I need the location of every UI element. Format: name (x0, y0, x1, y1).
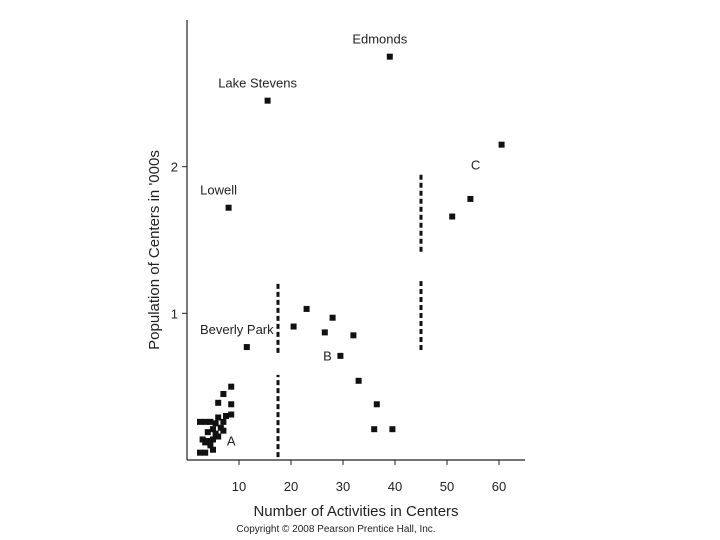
data-point-25 (207, 418, 214, 425)
data-point-31 (204, 429, 211, 436)
y-ticks: 12 (171, 160, 187, 321)
x-tick-label-40: 40 (388, 479, 402, 494)
data-point-41 (207, 442, 214, 449)
data-point-22 (228, 411, 235, 418)
data-point-42 (202, 439, 209, 446)
data-point-17 (228, 383, 235, 390)
point-label-edmonds: Edmonds (352, 32, 407, 47)
group-labels: A B C (227, 158, 480, 449)
axes (186, 20, 525, 461)
data-point-18 (220, 391, 227, 397)
data-point-37 (215, 433, 222, 440)
point-label-lake-stevens: Lake Stevens (218, 76, 297, 91)
copyright-notice: Copyright © 2008 Pearson Prentice Hall, … (236, 524, 436, 535)
data-point-9 (329, 314, 336, 321)
data-point-14 (373, 401, 380, 408)
data-point-1 (264, 97, 271, 104)
data-point-20 (228, 401, 235, 408)
data-point-21 (223, 413, 229, 419)
group-label-a: A (227, 433, 236, 448)
point-labels: Edmonds Lake Stevens Lowell Beverly Park (200, 32, 408, 337)
y-tick-label-1: 1 (171, 306, 178, 321)
data-point-4 (498, 141, 505, 148)
data-point-36 (210, 436, 216, 443)
data-point-27 (215, 414, 222, 421)
data-point-28 (220, 418, 227, 425)
x-tick-label-60: 60 (492, 479, 506, 494)
data-point-3 (243, 344, 250, 351)
data-point-15 (371, 426, 378, 433)
y-axis-title: Population of Centers in '000s (146, 150, 163, 350)
data-point-11 (350, 332, 357, 339)
data-point-10 (321, 329, 328, 336)
data-point-12 (337, 352, 344, 359)
data-point-5 (467, 195, 474, 202)
data-point-7 (303, 305, 310, 312)
y-tick-label-2: 2 (171, 160, 178, 175)
data-point-23 (197, 418, 203, 425)
x-tick-label-20: 20 (284, 479, 298, 494)
x-tick-label-10: 10 (232, 479, 246, 494)
point-label-beverly-park: Beverly Park (200, 322, 274, 337)
x-axis-title: Number of Activities in Centers (253, 503, 458, 520)
group-label-c: C (471, 158, 480, 173)
group-label-b: B (323, 348, 332, 363)
data-point-16 (389, 426, 396, 433)
data-point-38 (197, 449, 203, 456)
data-point-0 (386, 53, 393, 60)
point-label-lowell: Lowell (200, 183, 237, 198)
data-point-8 (290, 323, 297, 330)
x-ticks: 10 20 30 40 50 60 (232, 460, 506, 494)
data-point-13 (355, 377, 362, 384)
data-point-19 (215, 399, 222, 406)
data-point-33 (220, 427, 227, 434)
data-point-40 (210, 446, 216, 453)
x-tick-label-50: 50 (440, 479, 454, 494)
data-point-39 (202, 449, 209, 456)
data-point-30 (210, 426, 216, 433)
data-point-26 (212, 420, 219, 427)
cluster-dividers (276, 174, 423, 458)
x-tick-label-30: 30 (336, 479, 350, 494)
data-points (197, 53, 505, 456)
data-point-6 (449, 213, 456, 220)
data-point-24 (202, 418, 209, 425)
data-point-2 (225, 204, 232, 211)
